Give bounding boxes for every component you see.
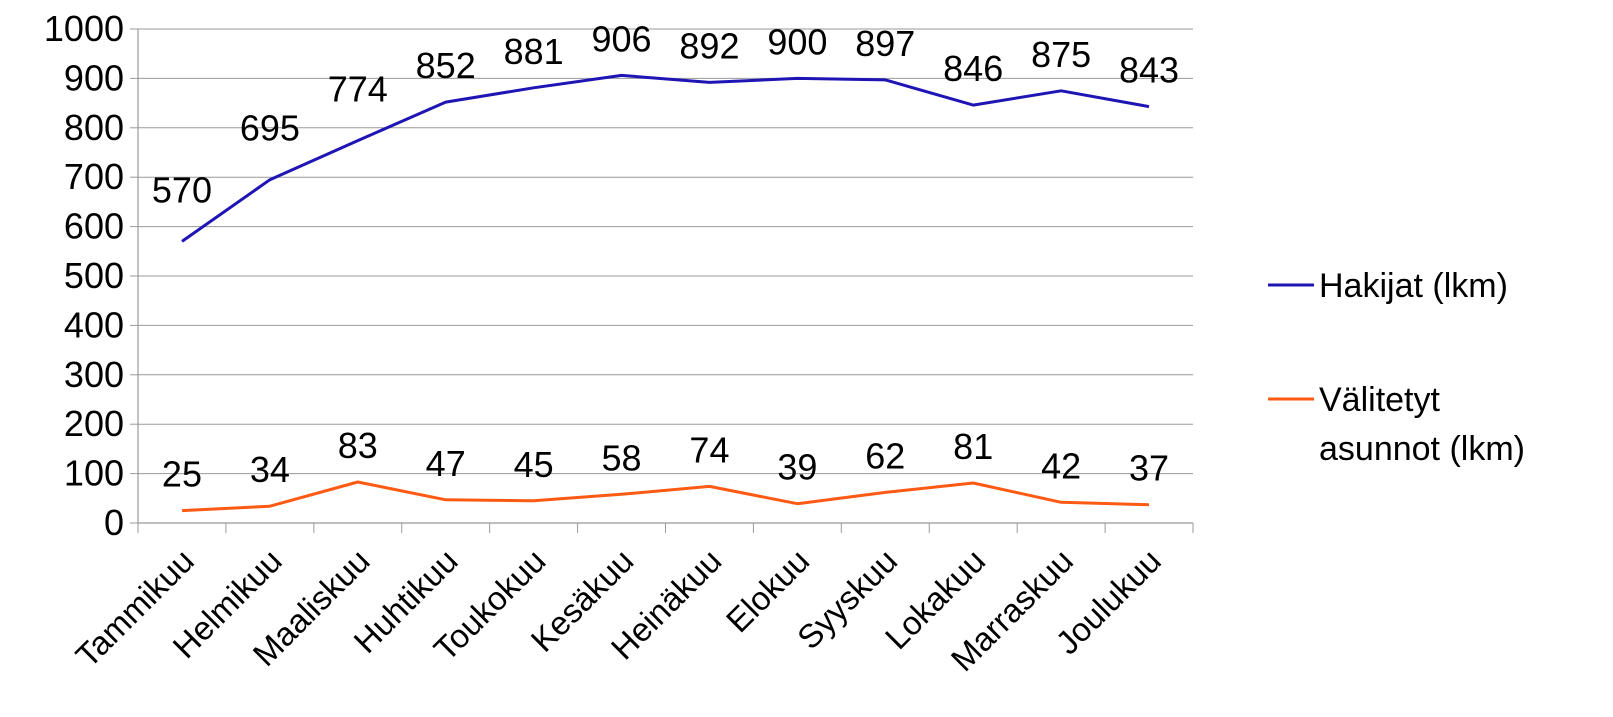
data-label: 25 xyxy=(162,454,202,495)
y-tick-label: 700 xyxy=(64,156,124,197)
data-label: 774 xyxy=(328,69,388,110)
data-label: 58 xyxy=(602,437,642,478)
legend-label: Hakijat (lkm) xyxy=(1319,267,1508,305)
series-line xyxy=(181,480,1150,513)
data-label: 906 xyxy=(592,18,652,59)
series-line xyxy=(181,73,1150,243)
data-label: 37 xyxy=(1129,448,1169,489)
data-label: 897 xyxy=(855,23,915,64)
data-label: 83 xyxy=(338,425,378,466)
data-label: 846 xyxy=(943,48,1003,89)
data-label: 900 xyxy=(767,21,827,62)
y-tick-label: 0 xyxy=(104,502,124,543)
data-label: 42 xyxy=(1041,445,1081,486)
y-axis: 0 100 200 300 400 500 600 700 800 900 1000 xyxy=(44,8,139,543)
y-tick-label: 100 xyxy=(64,453,124,494)
y-tick-label: 900 xyxy=(64,57,124,98)
data-label: 62 xyxy=(865,435,905,476)
y-tick-label: 200 xyxy=(64,403,124,444)
data-label: 47 xyxy=(426,443,466,484)
y-tick-label: 300 xyxy=(64,354,124,395)
data-labels: 570 695 774 852 881 906 892 900 897 846 875 843 25 34… xyxy=(152,18,1179,494)
y-tick-label: 400 xyxy=(64,304,124,345)
data-label: 34 xyxy=(250,449,290,490)
data-label: 875 xyxy=(1031,34,1091,75)
y-tick-label: 600 xyxy=(64,206,124,247)
x-axis: TammikuuHelmikuuMaaliskuuHuhtikuuToukoku… xyxy=(68,522,1194,678)
y-tick-label: 500 xyxy=(64,255,124,296)
data-label: 892 xyxy=(679,25,739,66)
data-label: 81 xyxy=(953,426,993,467)
legend: Hakijat (lkm) Välitetyt asunnot (lkm) xyxy=(1268,267,1525,468)
data-label: 695 xyxy=(240,108,300,149)
data-label: 843 xyxy=(1119,50,1179,91)
data-label: 45 xyxy=(514,444,554,485)
data-label: 39 xyxy=(777,447,817,488)
legend-label: asunnot (lkm) xyxy=(1319,430,1525,468)
data-label: 881 xyxy=(504,31,564,72)
data-label: 570 xyxy=(152,169,212,210)
data-label: 852 xyxy=(416,45,476,86)
series-lines xyxy=(181,73,1150,513)
y-tick-label: 800 xyxy=(64,107,124,148)
data-label: 74 xyxy=(689,429,729,470)
y-tick-label: 1000 xyxy=(44,8,124,49)
legend-label: Välitetyt xyxy=(1319,381,1440,419)
